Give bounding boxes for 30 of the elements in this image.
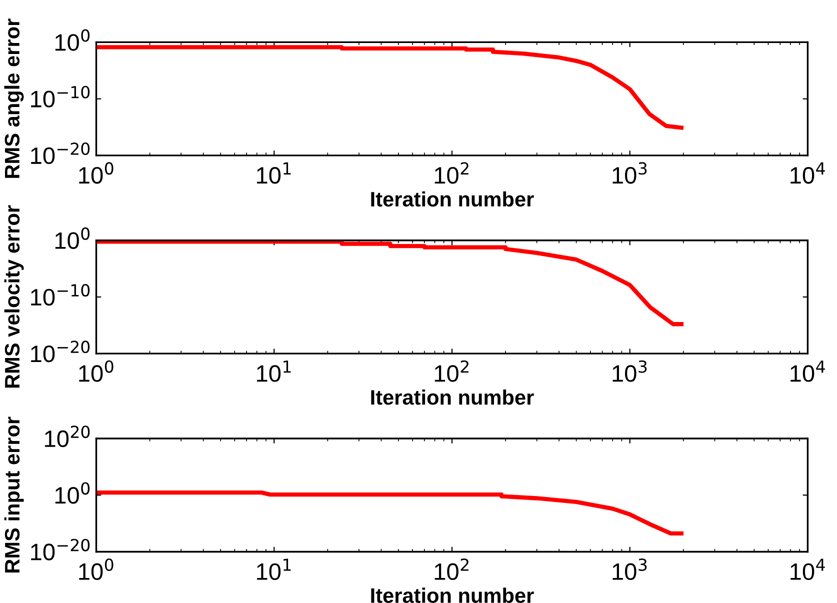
y-tick-label: 10$^{−20}$ (31, 142, 90, 164)
x-axis-title: Iteration number (371, 588, 534, 603)
y-tick-label: 10$^{0}$ (55, 29, 90, 51)
y-tick-label: 10$^{0}$ (55, 227, 90, 249)
x-tick-label: 10$^{2}$ (434, 558, 468, 580)
y-axis-title: RMS input error (4, 416, 24, 572)
y-tick-label: 10$^{0}$ (55, 482, 90, 504)
x-axis-title: Iteration number (371, 191, 534, 207)
y-axis-title: RMS velocity error (4, 205, 24, 388)
x-tick-label: 10$^{4}$ (790, 360, 825, 382)
x-tick-label: 10$^{0}$ (79, 360, 114, 382)
x-tick-label: 10$^{2}$ (434, 360, 468, 382)
x-tick-label: 10$^{2}$ (434, 162, 468, 184)
x-tick-label: 10$^{3}$ (612, 360, 647, 382)
x-tick-label: 10$^{1}$ (257, 360, 291, 382)
x-tick-label: 10$^{3}$ (612, 162, 647, 184)
y-tick-label: 10$^{−20}$ (31, 340, 90, 362)
x-axis-title: Iteration number (371, 389, 534, 405)
y-tick-label: 10$^{−20}$ (31, 538, 90, 560)
x-tick-label: 10$^{3}$ (612, 558, 647, 580)
x-tick-label: 10$^{0}$ (79, 162, 114, 184)
x-tick-label: 10$^{1}$ (257, 162, 291, 184)
x-tick-label: 10$^{0}$ (79, 558, 114, 580)
x-tick-label: 10$^{4}$ (790, 558, 825, 580)
y-tick-label: 10$^{−10}$ (31, 86, 90, 108)
y-tick-label: 10$^{−10}$ (31, 284, 90, 306)
x-tick-label: 10$^{1}$ (257, 558, 291, 580)
x-tick-label: 10$^{4}$ (790, 162, 825, 184)
y-axis-title: RMS angle error (4, 18, 24, 178)
y-tick-label: 10$^{20}$ (45, 426, 90, 448)
